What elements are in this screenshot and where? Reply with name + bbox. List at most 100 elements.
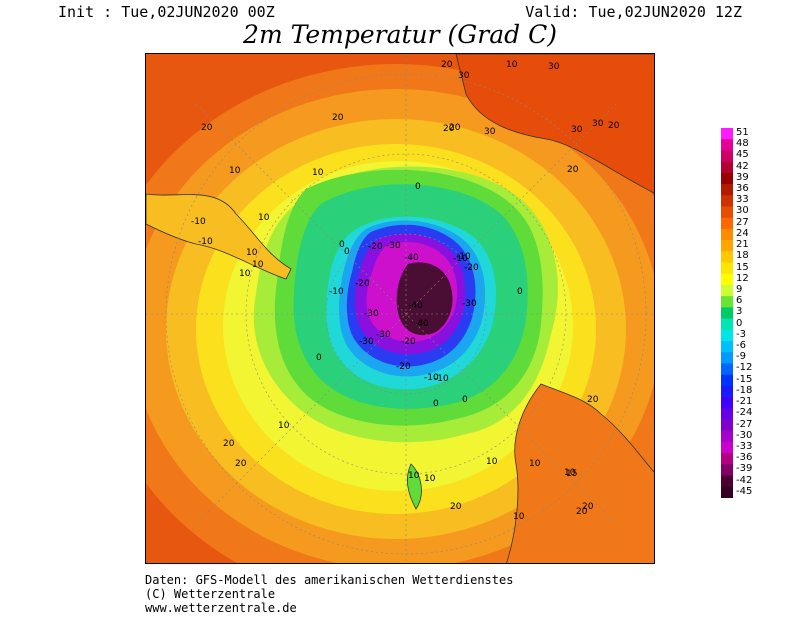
legend-swatch [721, 453, 733, 465]
contour-label: 0 [339, 240, 345, 250]
legend-label: 39 [736, 171, 749, 183]
contour-label: 0 [433, 399, 439, 409]
footer-copyright: (C) Wetterzentrale [145, 587, 276, 601]
legend-swatch [721, 150, 733, 163]
contour-label: -30 [359, 337, 374, 347]
footer-website: www.wetterzentrale.de [145, 601, 297, 615]
legend-swatch [721, 430, 733, 443]
legend-swatch [721, 273, 733, 286]
contour-label: -10 [434, 374, 449, 384]
legend-swatch [721, 374, 733, 387]
contour-label: -10 [424, 373, 439, 383]
legend-label: 48 [736, 138, 749, 150]
contour-label: 10 [424, 474, 436, 484]
legend-swatch [721, 385, 733, 398]
legend-label: -6 [736, 340, 746, 352]
legend-label: -39 [736, 463, 753, 475]
contour-label: -10 [453, 254, 468, 264]
legend-swatches [721, 128, 733, 498]
legend-swatch [721, 318, 733, 331]
legend-label: -3 [736, 328, 746, 340]
contour-label: -20 [396, 362, 411, 372]
contour-label: -10 [329, 287, 344, 297]
contour-label: -10 [191, 217, 206, 227]
legend-swatch [721, 195, 733, 207]
legend-label: 12 [736, 272, 749, 284]
legend-swatch [721, 172, 733, 185]
contour-label: 20 [223, 439, 235, 449]
contour-label: 30 [548, 62, 560, 72]
contour-label: 0 [415, 182, 421, 192]
contour-label: -30 [386, 241, 401, 251]
legend-label: -42 [736, 474, 753, 486]
contour-label: -30 [462, 299, 477, 309]
valid-time-label: Valid: Tue,02JUN2020 12Z [525, 3, 742, 21]
legend-label: 18 [736, 250, 749, 262]
contour-label: 10 [252, 260, 264, 270]
legend-swatch [721, 251, 733, 264]
contour-label: 20 [235, 459, 247, 469]
contour-label: 20 [576, 507, 588, 517]
contour-label: 10 [408, 471, 420, 481]
legend-label: 27 [736, 216, 749, 228]
legend-label: -18 [736, 384, 753, 396]
map-title: 2m Temperatur (Grad C) [243, 20, 557, 49]
contour-label: 20 [441, 60, 453, 70]
contour-label: 0 [517, 287, 523, 297]
contour-label: 20 [450, 502, 462, 512]
contour-label: 10 [506, 60, 518, 70]
contour-label: -20 [355, 279, 370, 289]
legend-swatch [721, 228, 733, 241]
legend-label: 36 [736, 183, 749, 195]
legend-label: -15 [736, 373, 753, 385]
contour-label: -20 [464, 263, 479, 273]
contour-label: 10 [239, 269, 251, 279]
legend-swatch [721, 161, 733, 174]
legend-swatch [721, 217, 733, 230]
south-america-landmass [146, 193, 292, 280]
legend-swatch [721, 464, 733, 477]
legend-swatch [721, 363, 733, 376]
legend-swatch [721, 240, 733, 252]
contour-label: 15 [566, 469, 577, 479]
contour-label: -10 [456, 252, 471, 262]
contour-label: 30 [592, 119, 604, 129]
legend-swatch [721, 329, 733, 342]
legend-label: 42 [736, 160, 749, 172]
contour-labels: 20 20 20 10 10 10 10 10 0 0 0 0 -10 -10 … [191, 60, 620, 522]
legend-label: 30 [736, 205, 749, 217]
legend-swatch [721, 352, 733, 364]
legend-swatch [721, 206, 733, 219]
contour-label: -20 [368, 242, 383, 252]
footer-credits: Daten: GFS-Modell des amerikanischen Wet… [145, 573, 513, 615]
legend-label: 6 [736, 295, 743, 307]
legend-label: 21 [736, 239, 749, 251]
graticule [146, 54, 654, 563]
legend-swatch [721, 397, 733, 409]
contour-label: 30 [571, 125, 583, 135]
color-legend: 51 48 45 42 39 36 33 30 27 24 21 18 15 12 9 6 3 0 -3 -6 -9 -1… [718, 128, 778, 498]
contour-label: -30 [376, 330, 391, 340]
legend-label: 45 [736, 149, 749, 161]
legend-label: 0 [736, 317, 743, 329]
contour-label: 30 [458, 71, 470, 81]
africa-landmass [455, 54, 654, 194]
contour-label: 10 [278, 421, 290, 431]
contour-label: 10 [229, 166, 241, 176]
legend-swatch [721, 475, 733, 488]
legend-label: 24 [736, 227, 749, 239]
temperature-map: 20 20 20 10 10 10 10 10 0 0 0 0 -10 -10 … [145, 53, 655, 564]
contour-label: 0 [316, 353, 322, 363]
legend-label: -9 [736, 351, 746, 363]
legend-label: -36 [736, 452, 753, 464]
legend-swatch [721, 441, 733, 454]
legend-label: -45 [736, 485, 753, 497]
new-zealand-landmass [406, 463, 422, 510]
legend-swatch [721, 262, 733, 275]
contour-label: 10 [258, 213, 270, 223]
contour-label: 10 [513, 512, 525, 522]
temperature-field: 20 20 20 10 10 10 10 10 0 0 0 0 -10 -10 … [146, 54, 654, 563]
legend-color-bar [721, 128, 733, 498]
legend-label: -24 [736, 407, 753, 419]
contour-label: 30 [484, 127, 496, 137]
